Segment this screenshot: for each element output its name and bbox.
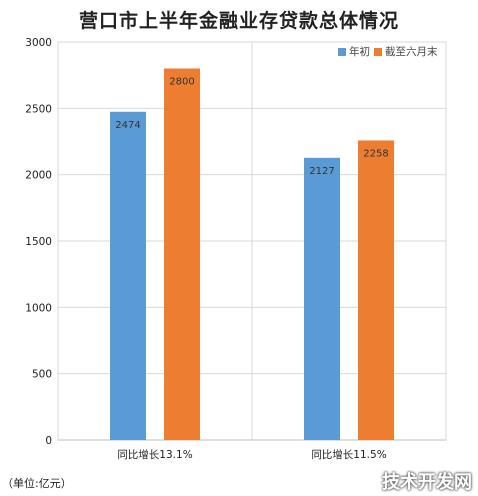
y-tick-label: 0 <box>45 435 52 447</box>
legend-item-series-2: 截至六月末 <box>374 44 438 59</box>
legend-label-series-1: 年初 <box>349 46 370 58</box>
y-tick-label: 2500 <box>25 103 52 115</box>
chart-title: 营口市上半年金融业存贷款总体情况 <box>78 10 399 32</box>
legend: 年初 截至六月末 <box>338 44 442 59</box>
data-label: 2127 <box>309 166 334 177</box>
y-tick-label: 1000 <box>25 302 52 314</box>
bar-series-1-1 <box>110 111 146 441</box>
data-label: 2258 <box>363 148 388 159</box>
x-tick-label: 同比增长11.5% <box>311 448 386 461</box>
bar-series-2-1 <box>164 68 200 441</box>
legend-swatch-series-1 <box>338 47 346 56</box>
y-tick-label: 3000 <box>25 37 52 49</box>
y-tick-label: 1500 <box>25 236 52 248</box>
x-tick-label: 同比增长13.1% <box>117 448 192 461</box>
y-tick-label: 2000 <box>25 170 52 182</box>
legend-item-series-1: 年初 <box>338 44 370 59</box>
bar-series-2-2 <box>358 140 394 440</box>
data-label: 2800 <box>169 77 194 88</box>
legend-label-series-2: 截至六月末 <box>385 46 438 58</box>
data-label: 2474 <box>115 120 140 131</box>
watermark: 技术开发网 <box>382 472 472 493</box>
y-tick-label: 500 <box>32 369 52 381</box>
unit-note: （单位:亿元） <box>2 477 72 490</box>
bar-series-1-2 <box>304 157 340 440</box>
legend-swatch-series-2 <box>374 47 382 56</box>
